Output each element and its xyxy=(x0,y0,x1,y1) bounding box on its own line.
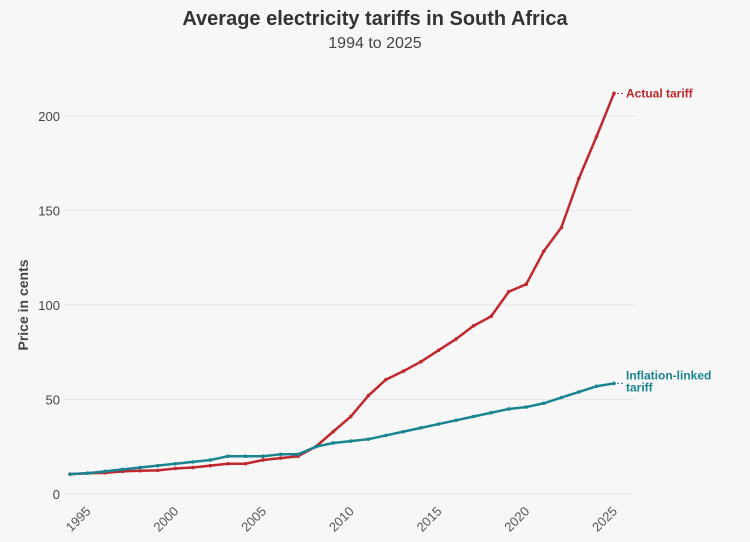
x-tick-label: 2020 xyxy=(501,504,532,535)
data-point xyxy=(524,405,529,409)
chart-title: Average electricity tariffs in South Afr… xyxy=(182,8,568,30)
data-point xyxy=(138,465,142,470)
data-point xyxy=(612,91,616,96)
data-point xyxy=(436,348,441,353)
series-line-actual xyxy=(69,92,616,476)
data-point xyxy=(366,437,371,441)
data-point xyxy=(577,390,581,394)
data-point xyxy=(542,249,546,253)
data-point xyxy=(401,429,406,434)
data-point xyxy=(384,377,388,382)
data-point xyxy=(454,337,458,341)
data-point xyxy=(419,426,423,430)
data-point xyxy=(278,456,283,460)
data-point xyxy=(85,471,90,476)
data-point xyxy=(226,461,230,466)
data-point xyxy=(559,225,564,230)
x-tick-label: 2000 xyxy=(150,504,181,535)
data-point xyxy=(489,314,493,319)
data-point xyxy=(471,414,476,419)
data-point xyxy=(278,452,283,457)
data-point xyxy=(138,468,142,473)
y-tick-label: 150 xyxy=(38,204,60,219)
data-point xyxy=(471,323,476,328)
data-point xyxy=(243,461,248,466)
data-point xyxy=(348,439,353,443)
data-point xyxy=(489,410,493,415)
data-point xyxy=(594,134,599,139)
series-label: Inflation-linked tariff xyxy=(626,368,711,394)
data-point xyxy=(331,441,336,445)
data-point xyxy=(103,469,107,474)
x-tick-label: 2010 xyxy=(326,504,357,535)
data-point xyxy=(419,359,423,364)
data-point xyxy=(436,422,441,426)
data-point xyxy=(296,452,300,457)
y-tick-label: 100 xyxy=(38,298,60,313)
data-point xyxy=(191,460,195,464)
data-point xyxy=(208,458,213,462)
data-point xyxy=(191,465,195,470)
data-point xyxy=(173,461,178,466)
data-point xyxy=(261,454,265,459)
series-label: Actual tariff xyxy=(626,86,694,100)
data-point xyxy=(226,454,230,459)
data-point xyxy=(577,176,581,181)
data-point xyxy=(506,407,511,411)
series-line-inflation xyxy=(69,382,615,476)
data-point xyxy=(612,381,616,386)
data-point xyxy=(331,429,336,434)
x-tick-label: 2025 xyxy=(589,504,620,535)
data-point xyxy=(559,395,564,400)
y-axis-label: Price in cents xyxy=(15,259,31,350)
data-point xyxy=(120,467,125,472)
y-tick-label: 50 xyxy=(46,393,60,408)
chart-subtitle: 1994 to 2025 xyxy=(328,35,422,52)
data-point xyxy=(155,463,160,468)
data-point xyxy=(68,472,72,476)
x-tick-label: 2005 xyxy=(238,504,269,535)
data-point xyxy=(243,454,248,459)
data-point xyxy=(208,463,213,468)
data-point xyxy=(454,418,458,423)
data-point xyxy=(594,384,599,389)
x-tick-label: 1995 xyxy=(63,504,94,535)
data-point xyxy=(155,468,160,473)
data-point xyxy=(173,466,178,471)
data-point xyxy=(366,393,371,398)
data-point xyxy=(261,458,265,462)
data-point xyxy=(384,433,388,438)
data-point xyxy=(313,444,318,449)
data-point xyxy=(348,414,353,419)
y-tick-label: 0 xyxy=(53,487,60,502)
x-tick-label: 2015 xyxy=(414,504,445,535)
y-tick-label: 200 xyxy=(38,109,60,124)
data-point xyxy=(524,282,529,287)
data-point xyxy=(506,289,511,294)
data-point xyxy=(542,401,546,406)
data-point xyxy=(401,369,406,373)
